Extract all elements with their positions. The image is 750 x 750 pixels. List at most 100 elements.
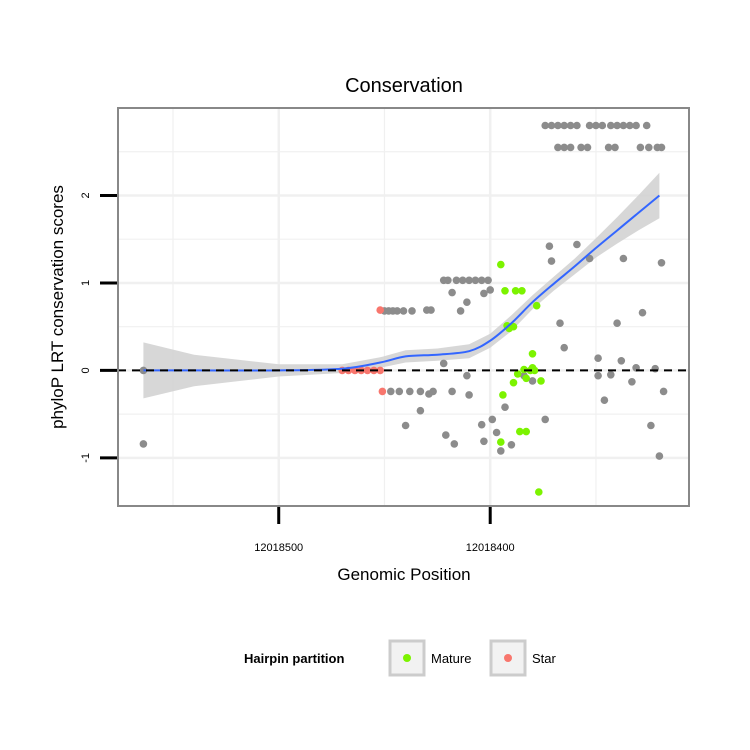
data-point-other: [408, 307, 416, 315]
x-axis-title: Genomic Position: [337, 565, 470, 584]
data-point-other: [560, 121, 568, 130]
data-point-other: [560, 343, 568, 352]
panel-border: [117, 107, 690, 507]
data-point-other: [448, 387, 456, 396]
data-point-mature: [528, 350, 537, 358]
data-point-other: [488, 415, 497, 424]
data-point-other: [607, 121, 615, 130]
data-point-other: [416, 406, 425, 415]
data-point-other: [477, 276, 486, 285]
data-point-other: [598, 121, 607, 130]
y-tick-label: 1: [80, 280, 92, 286]
data-point-mature: [499, 391, 507, 399]
data-point-other: [628, 378, 636, 386]
legend-title: Hairpin partition: [244, 651, 344, 666]
data-point-mature: [509, 378, 518, 387]
data-point-other: [425, 390, 433, 398]
data-point-other: [604, 143, 613, 152]
data-point-other: [484, 276, 492, 285]
data-point-other: [566, 121, 575, 130]
data-point-mature: [497, 438, 505, 446]
confidence-ribbon: [143, 172, 660, 399]
data-point-other: [657, 143, 666, 152]
series-mature: [497, 260, 545, 496]
data-point-other: [619, 254, 628, 263]
data-point-other: [471, 276, 480, 285]
data-point-mature: [532, 301, 541, 310]
data-point-other: [592, 121, 600, 130]
data-point-mature: [535, 488, 543, 496]
data-point-other: [545, 242, 554, 250]
data-point-other: [617, 357, 626, 365]
y-tick-label: -1: [80, 453, 92, 463]
data-point-other: [492, 428, 501, 437]
smooth-fit-line: [143, 194, 661, 372]
y-axis-title: phyloP LRT conservation scores: [48, 185, 67, 429]
points-layer: [139, 121, 668, 496]
data-point-mature: [511, 287, 520, 295]
y-tick-label: 2: [80, 192, 92, 198]
data-point-other: [406, 387, 414, 396]
data-point-other: [613, 319, 621, 328]
data-point-other: [638, 308, 647, 317]
data-point-mature: [497, 260, 505, 269]
data-point-other: [480, 437, 488, 446]
data-point-other: [573, 240, 581, 249]
data-point-other: [594, 371, 602, 380]
data-point-other: [626, 121, 634, 130]
data-point-other: [573, 121, 581, 130]
data-point-mature: [516, 427, 524, 436]
y-axis: -1 0 1 2: [80, 192, 117, 463]
data-point-other: [486, 286, 495, 294]
smooth-fit-layer: [143, 194, 661, 372]
data-point-other: [393, 307, 402, 315]
data-point-other: [399, 307, 408, 315]
data-point-other: [600, 396, 609, 405]
data-point-other: [465, 276, 473, 285]
data-point-other: [647, 421, 655, 430]
data-point-other: [613, 121, 621, 130]
confidence-ribbon-layer: [143, 172, 660, 399]
data-point-mature: [537, 377, 545, 385]
data-point-other: [547, 257, 556, 265]
data-point-other: [547, 121, 556, 130]
data-point-other: [507, 441, 516, 449]
legend-dot-mature: [403, 654, 411, 662]
data-point-other: [497, 447, 505, 455]
data-point-other: [528, 377, 537, 385]
data-point-other: [607, 371, 615, 379]
data-point-other: [501, 403, 509, 412]
data-point-other: [463, 298, 471, 307]
legend: Hairpin partition Mature Star: [244, 639, 557, 677]
data-point-other: [416, 387, 425, 396]
data-point-mature: [501, 287, 509, 295]
data-point-other: [450, 440, 459, 448]
data-point-other: [458, 276, 467, 285]
data-point-other: [401, 421, 410, 430]
data-point-other: [463, 371, 471, 380]
x-tick-label: 12018400: [466, 542, 515, 554]
data-point-other: [541, 121, 549, 130]
data-point-other: [139, 440, 148, 448]
series-other: [139, 121, 668, 460]
data-point-other: [427, 306, 435, 314]
plot-panel: [118, 108, 689, 506]
chart-title: Conservation: [345, 75, 463, 97]
data-point-other: [577, 143, 585, 152]
x-axis: 12018500 12018400: [254, 507, 515, 554]
data-point-other: [395, 387, 404, 396]
data-point-mature: [522, 427, 530, 436]
data-point-mature: [518, 287, 526, 295]
data-point-other: [583, 143, 592, 152]
data-point-mature: [522, 374, 530, 383]
data-point-other: [541, 415, 549, 424]
data-point-star: [363, 366, 372, 375]
data-point-other: [655, 452, 664, 460]
data-point-other: [611, 143, 619, 152]
data-point-other: [444, 276, 452, 285]
data-point-other: [585, 254, 594, 263]
data-point-other: [642, 121, 651, 130]
data-point-other: [636, 143, 645, 152]
data-point-other: [645, 143, 653, 152]
legend-label-star: Star: [532, 651, 557, 666]
